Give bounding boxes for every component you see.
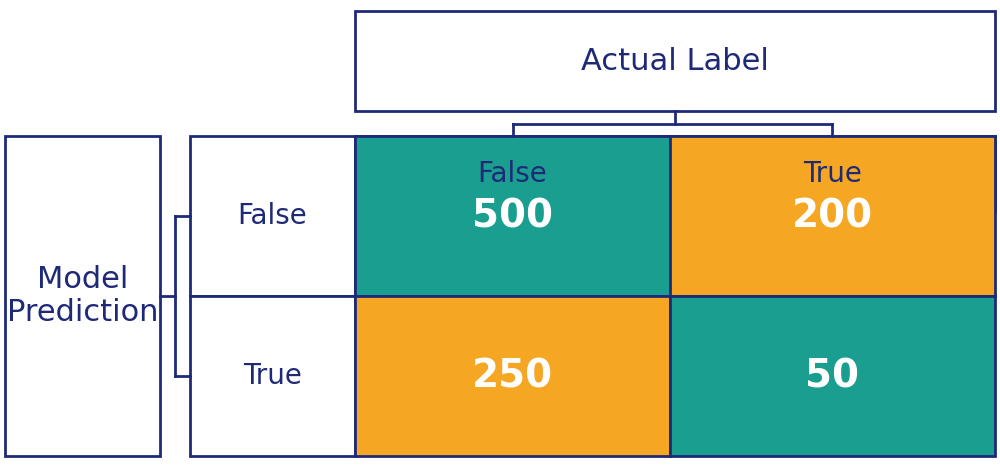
Text: Model
Prediction: Model Prediction — [7, 265, 158, 327]
FancyBboxPatch shape — [670, 136, 995, 211]
Text: 200: 200 — [792, 197, 873, 235]
Text: Actual Label: Actual Label — [581, 47, 769, 75]
Text: True: True — [803, 159, 862, 187]
FancyBboxPatch shape — [670, 136, 995, 296]
FancyBboxPatch shape — [190, 296, 355, 456]
Text: 50: 50 — [805, 357, 859, 395]
Text: 500: 500 — [472, 197, 553, 235]
FancyBboxPatch shape — [355, 11, 995, 111]
Text: True: True — [243, 362, 302, 390]
FancyBboxPatch shape — [5, 136, 160, 456]
FancyBboxPatch shape — [355, 136, 670, 211]
FancyBboxPatch shape — [670, 296, 995, 456]
FancyBboxPatch shape — [190, 136, 355, 296]
FancyBboxPatch shape — [355, 296, 670, 456]
Text: 250: 250 — [472, 357, 553, 395]
Text: False: False — [478, 159, 547, 187]
FancyBboxPatch shape — [355, 136, 670, 296]
Text: False: False — [238, 202, 307, 230]
